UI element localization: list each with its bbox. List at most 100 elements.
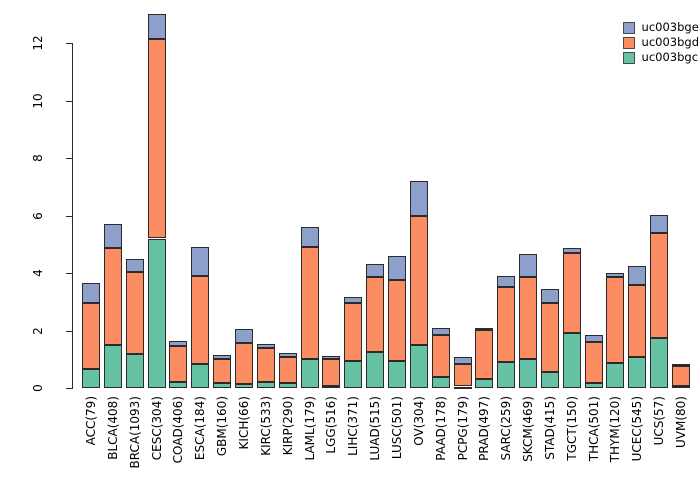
x-axis-category-label: UCEC(545) bbox=[630, 396, 645, 462]
x-axis-category-label: ESCA(184) bbox=[193, 396, 208, 461]
legend-item: uc003bgd bbox=[622, 35, 699, 49]
bar-segment-uc003bge bbox=[453, 357, 472, 365]
bar-segment-uc003bge bbox=[431, 327, 450, 336]
y-axis-tick bbox=[66, 43, 73, 44]
bar-segment-uc003bgc bbox=[366, 351, 385, 388]
y-axis-tick-label: 0 bbox=[31, 384, 45, 392]
bar-segment-uc003bgd bbox=[256, 347, 275, 382]
bar-segment-uc003bgc bbox=[628, 356, 647, 388]
bar-segment-uc003bge bbox=[519, 254, 537, 277]
bar-segment-uc003bgd bbox=[344, 302, 363, 361]
bar-segment-uc003bgc bbox=[540, 371, 559, 388]
legend-swatch-blue bbox=[622, 21, 635, 34]
x-axis-category-label: THYM(120) bbox=[608, 396, 623, 463]
bar-segment-uc003bge bbox=[235, 329, 253, 344]
bar-segment-uc003bge bbox=[82, 283, 100, 304]
bar-segment-uc003bgc bbox=[125, 354, 144, 388]
y-axis-tick bbox=[66, 273, 73, 274]
bar-segment-uc003bgd bbox=[475, 329, 494, 380]
bar-segment-uc003bge bbox=[409, 181, 428, 217]
bar-segment-uc003bge bbox=[256, 344, 275, 348]
bar-segment-uc003bgc bbox=[213, 383, 232, 388]
y-axis-tick bbox=[66, 330, 73, 332]
bar-segment-uc003bgc bbox=[256, 381, 275, 388]
x-axis-category-label: COAD(406) bbox=[171, 396, 186, 464]
x-axis-category-label: TGCT(150) bbox=[564, 396, 579, 461]
bar-segment-uc003bgd bbox=[519, 277, 537, 360]
bar-segment-uc003bgd bbox=[278, 357, 297, 384]
bar-segment-uc003bgd bbox=[147, 38, 166, 239]
x-axis-category-label: THCA(501) bbox=[586, 396, 601, 462]
x-axis-category-label: STAD(415) bbox=[542, 396, 557, 460]
x-axis-category-label: LIHC(371) bbox=[346, 396, 361, 456]
x-axis-category-label: LUSC(501) bbox=[389, 396, 404, 460]
bar-segment-uc003bgd bbox=[169, 346, 188, 383]
x-axis-category-label: CESC(304) bbox=[149, 396, 164, 461]
bar-segment-uc003bgd bbox=[606, 277, 625, 363]
bar-segment-uc003bgc bbox=[147, 238, 166, 388]
x-axis-category-label: KIRC(533) bbox=[258, 396, 273, 456]
bar-segment-uc003bge bbox=[650, 214, 669, 234]
bar-segment-uc003bgc bbox=[519, 359, 537, 389]
bar-segment-uc003bgd bbox=[540, 303, 559, 372]
bar-segment-uc003bgd bbox=[125, 271, 144, 355]
x-axis-category-label: BRCA(1093) bbox=[127, 396, 142, 469]
y-axis-tick bbox=[66, 100, 73, 102]
bar-segment-uc003bge bbox=[584, 335, 603, 342]
bar-segment-uc003bgc bbox=[300, 359, 319, 389]
bar-segment-uc003bgd bbox=[387, 279, 406, 361]
bar-segment-uc003bge bbox=[103, 224, 122, 248]
bar-segment-uc003bge bbox=[213, 354, 232, 360]
x-axis-category-label: BLCA(408) bbox=[105, 396, 120, 460]
bar-segment-uc003bge bbox=[540, 289, 559, 304]
bar-segment-uc003bgc bbox=[278, 383, 297, 388]
bar-segment-uc003bge bbox=[628, 266, 647, 286]
bar-segment-uc003bgd bbox=[672, 366, 690, 386]
y-axis-tick bbox=[66, 388, 73, 389]
legend-label: uc003bge bbox=[641, 20, 699, 34]
bar-segment-uc003bge bbox=[169, 341, 188, 346]
bar-segment-uc003bge bbox=[497, 275, 516, 288]
x-axis-category-label: UCS(57) bbox=[652, 396, 667, 446]
bar-segment-uc003bgc bbox=[169, 382, 188, 389]
bar-segment-uc003bge bbox=[366, 264, 385, 278]
x-axis-category-label: LUAD(515) bbox=[368, 396, 383, 461]
y-axis-tick bbox=[66, 158, 73, 159]
bar-segment-uc003bgd bbox=[628, 285, 647, 357]
bar-segment-uc003bge bbox=[278, 352, 297, 358]
bar-segment-uc003bgc bbox=[606, 362, 625, 388]
bar-segment-uc003bgc bbox=[103, 344, 122, 388]
bar-segment-uc003bgd bbox=[366, 277, 385, 352]
bar-segment-uc003bgc bbox=[562, 332, 581, 388]
legend-swatch-green bbox=[622, 51, 635, 64]
x-axis-category-label: KIRP(290) bbox=[280, 396, 295, 456]
x-axis-category-label: PRAD(497) bbox=[477, 396, 492, 461]
legend-item: uc003bge bbox=[622, 20, 699, 34]
bar-segment-uc003bge bbox=[344, 296, 363, 303]
bar-segment-uc003bgd bbox=[409, 216, 428, 345]
y-axis-tick-label: 12 bbox=[31, 35, 45, 51]
legend: uc003bge uc003bgd uc003bgc bbox=[622, 20, 699, 64]
y-axis-tick-label: 2 bbox=[31, 326, 45, 335]
bar-segment-uc003bge bbox=[475, 327, 494, 330]
bar-segment-uc003bgd bbox=[235, 343, 253, 384]
bar-segment-uc003bgd bbox=[562, 253, 581, 333]
y-axis-tick-label: 4 bbox=[31, 269, 45, 277]
x-axis-category-label: PCPG(179) bbox=[455, 396, 470, 461]
bar-segment-uc003bgd bbox=[82, 303, 100, 370]
x-axis-category-label: LAML(179) bbox=[302, 396, 317, 461]
bar-segment-uc003bgc bbox=[672, 385, 690, 388]
legend-label: uc003bgd bbox=[641, 35, 699, 49]
bar-segment-uc003bgc bbox=[475, 379, 494, 388]
bar-segment-uc003bgc bbox=[322, 386, 341, 389]
x-axis-category-label: UVM(80) bbox=[674, 396, 688, 448]
bar-segment-uc003bge bbox=[300, 227, 319, 247]
bar-segment-uc003bgd bbox=[300, 246, 319, 360]
bar-segment-uc003bgd bbox=[453, 364, 472, 387]
x-axis-category-label: LGG(516) bbox=[324, 396, 339, 454]
x-axis-category-label: GBM(160) bbox=[215, 396, 230, 457]
bar-segment-uc003bge bbox=[191, 247, 210, 276]
x-axis-category-label: SARC(259) bbox=[499, 396, 514, 461]
bar-segment-uc003bge bbox=[147, 13, 166, 39]
